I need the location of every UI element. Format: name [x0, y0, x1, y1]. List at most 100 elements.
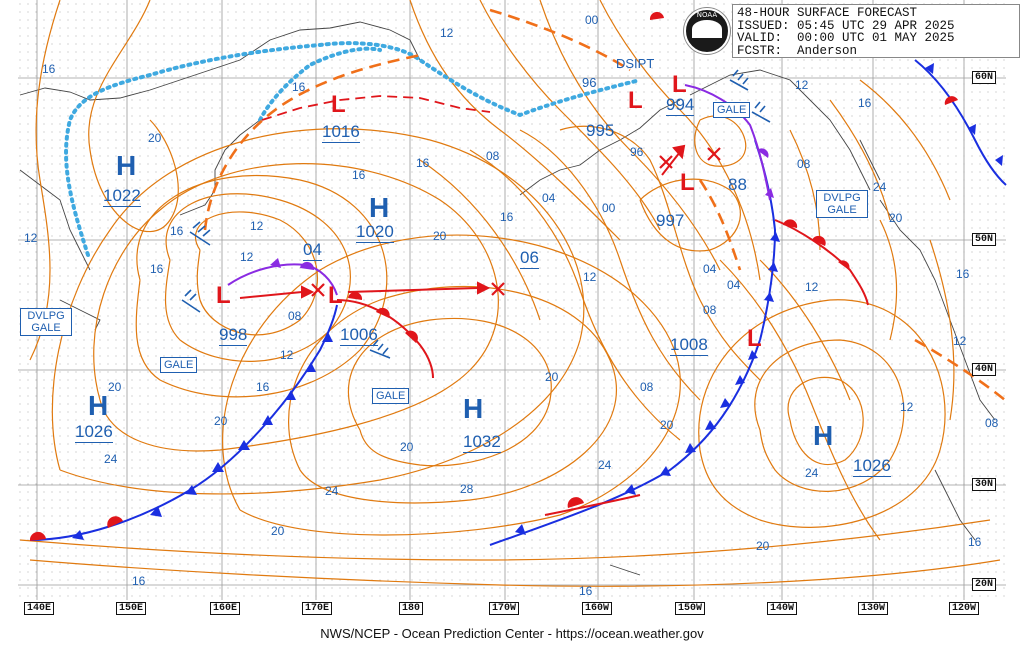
isobar-label: 04	[703, 262, 717, 276]
high-1020-value: 1020	[356, 222, 394, 243]
troughs	[203, 8, 1006, 402]
isobar-label: 20	[108, 380, 122, 394]
low-997-value: 997	[656, 211, 685, 230]
lon-label: 170E	[302, 602, 333, 615]
isobar-label: 16	[170, 224, 184, 238]
isobar-label: 12	[280, 348, 294, 362]
warm-front-main	[774, 219, 869, 306]
svg-text:L: L	[628, 87, 643, 114]
isobar-label: 00	[585, 13, 599, 27]
isobar-label: 28	[460, 482, 474, 496]
svg-text:L: L	[680, 169, 695, 196]
isobar-label: 08	[640, 380, 654, 394]
isobar-label: 08	[797, 157, 811, 171]
low-markers: L L L L L L L	[216, 71, 762, 352]
high-1026-east: H	[813, 420, 834, 451]
lon-label: 140W	[767, 602, 798, 615]
dvlpg-gale-warning-west: DVLPG GALE	[20, 308, 72, 336]
isobar-label: 20	[756, 539, 770, 553]
isobar-label: 20	[400, 440, 414, 454]
high-1020: H	[369, 192, 390, 223]
header-valid: VALID: 00:00 UTC 01 MAY 2025	[737, 31, 955, 45]
isobar-label: 24	[598, 458, 612, 472]
longitude-labels: 140E 150E 160E 170E 180 170W 160W 150W 1…	[0, 602, 1024, 618]
coastlines	[19, 21, 996, 576]
isobar-label: 16	[858, 96, 872, 110]
svg-text:L: L	[747, 325, 762, 352]
isobar-label: 00	[602, 201, 616, 215]
lon-label: 160W	[582, 602, 613, 615]
isobar-label: 12	[440, 26, 454, 40]
cold-front-triangles	[72, 63, 1003, 540]
lon-label: 180	[399, 602, 424, 615]
noaa-logo-text: NOAA	[696, 11, 718, 19]
isobar-label: 16	[579, 584, 593, 598]
isobar-label: 08	[985, 416, 999, 430]
isobar-label: 16	[256, 380, 270, 394]
high-1022: H	[116, 150, 137, 181]
svg-text:L: L	[672, 71, 687, 98]
low-995-value: 995	[586, 121, 615, 140]
isobar-label: 12	[795, 78, 809, 92]
label-96: 96	[582, 75, 597, 90]
isobar-label: 20	[433, 229, 447, 243]
isobar-label: 16	[956, 267, 970, 281]
high-1032: H	[463, 393, 484, 424]
isobar-label: 08	[486, 149, 500, 163]
low-1006-value: 1006	[340, 325, 378, 346]
occluded-symbols	[270, 148, 774, 270]
isobar-labels: 16 20 12 16 12 20 16 16 08 04 00 96 12 0…	[24, 13, 999, 598]
isobar-label: 16	[416, 156, 430, 170]
warm-front-semicircles	[29, 11, 958, 541]
occluded-main	[684, 84, 771, 201]
lon-label: 120W	[949, 602, 980, 615]
isobar-label: 12	[805, 280, 819, 294]
gale-warning-2: GALE	[372, 388, 410, 404]
high-1026-west-value: 1026	[75, 422, 113, 443]
lon-label: 160E	[210, 602, 241, 615]
label-88: 88	[728, 175, 747, 194]
lon-label: 150W	[675, 602, 706, 615]
svg-text:L: L	[216, 282, 231, 309]
high-1026-west: H	[88, 390, 109, 421]
noaa-logo: NOAA	[684, 8, 730, 54]
lon-label: 170W	[489, 602, 520, 615]
lon-label: 150E	[116, 602, 147, 615]
isobar-label: 12	[900, 400, 914, 414]
isobar-label: 04	[727, 278, 741, 292]
isobar-label: 12	[250, 219, 264, 233]
isobar-label: 16	[968, 535, 982, 549]
isobar-label: 24	[873, 180, 887, 194]
svg-text:L: L	[328, 282, 343, 309]
high-1022-value: 1022	[103, 186, 141, 207]
ice-edge	[64, 41, 642, 257]
isobar-label: 16	[500, 210, 514, 224]
gale-warning-3: GALE	[713, 102, 751, 118]
warm-front-east	[544, 494, 641, 516]
isobar-label: 04	[542, 191, 556, 205]
storm-x-marks	[311, 147, 721, 297]
wind-barbs	[181, 69, 771, 359]
graticule	[18, 0, 1006, 600]
isobar-label: 16	[292, 80, 306, 94]
isobar-label: 16	[352, 168, 366, 182]
cold-front-east	[489, 339, 761, 546]
isobar-label: 20	[660, 418, 674, 432]
low-994-value: 994	[666, 95, 695, 116]
high-1026-east-value: 1026	[853, 456, 891, 477]
isobar-label: 20	[214, 414, 228, 428]
header-forecaster: FCSTR: Anderson	[737, 43, 858, 58]
lon-label: 130W	[858, 602, 889, 615]
lon-label: 140E	[24, 602, 55, 615]
isobar-label: 08	[703, 303, 717, 317]
isobar-label: 12	[240, 250, 254, 264]
lat-label: 50N	[972, 233, 997, 246]
low-1008-value: 1008	[670, 335, 708, 356]
high-1032-value: 1032	[463, 432, 501, 453]
isobar-label: 24	[805, 466, 819, 480]
label-dsipt: DSIPT	[616, 56, 655, 71]
isobar-label: 20	[271, 524, 285, 538]
isobar-label: 16	[132, 574, 146, 588]
forecast-header-box: 48-HOUR SURFACE FORECAST ISSUED: 05:45 U…	[732, 4, 1020, 58]
isobars	[19, 0, 1001, 587]
